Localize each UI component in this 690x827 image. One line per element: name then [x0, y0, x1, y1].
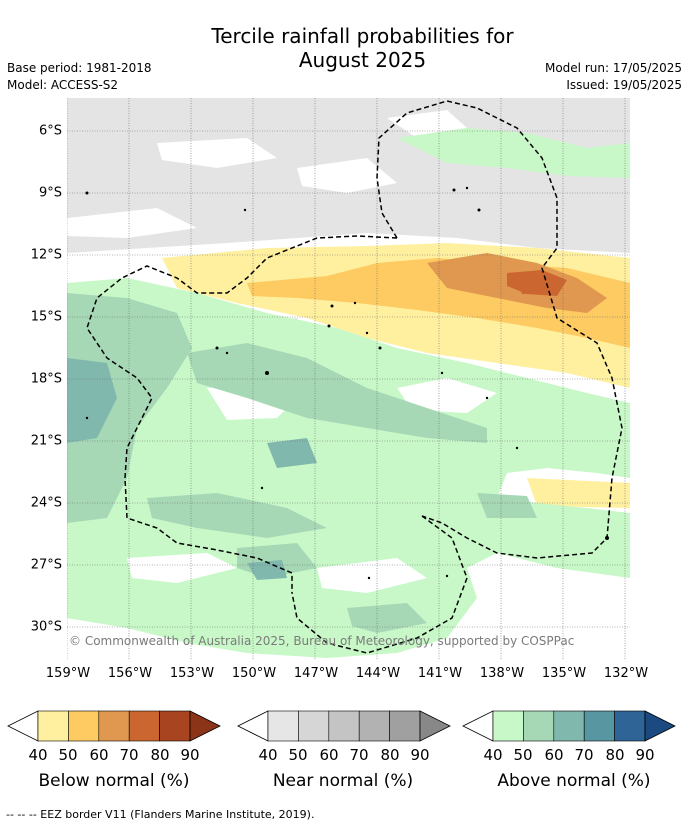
- near-tick-70: 70: [349, 746, 369, 764]
- colorbar-1-segment-3: [358, 710, 390, 742]
- colorbar-0-segment-1: [68, 710, 100, 742]
- colorbar-0-segment-2: [98, 710, 130, 742]
- near-tick-50: 50: [288, 746, 308, 764]
- colorbar-1-segment-2: [328, 710, 360, 742]
- colorbar-1-over-arrow: [419, 710, 451, 742]
- lat-label-18s: 18°S: [30, 371, 62, 387]
- colorbar-1-segment-1: [298, 710, 330, 742]
- above-tick-60: 60: [544, 746, 564, 764]
- above-tick-90: 90: [635, 746, 655, 764]
- lat-label-6s: 6°S: [38, 123, 62, 139]
- colorbar-2-over-arrow: [644, 710, 676, 742]
- lon-label-159w: 159°W: [45, 666, 91, 681]
- colorbar-1-segment-0: [267, 710, 299, 742]
- lat-label-12s: 12°S: [30, 247, 62, 263]
- lat-label-21s: 21°S: [30, 433, 62, 449]
- above-normal-label: Above normal (%): [497, 771, 651, 791]
- below-tick-90: 90: [180, 746, 200, 764]
- colorbar-2-segment-1: [523, 710, 555, 742]
- base-period-info: Base period: 1981-2018 Model: ACCESS-S2: [7, 60, 152, 94]
- map-title: Tercile rainfall probabilities for Augus…: [0, 24, 690, 72]
- model-run: Model run: 17/05/2025: [544, 61, 682, 75]
- colorbar-near-normal: [237, 710, 451, 742]
- near-tick-90: 90: [410, 746, 430, 764]
- colorbar-2-under-arrow: [462, 710, 494, 742]
- lon-label-144w: 144°W: [355, 666, 401, 681]
- lon-label-135w: 135°W: [541, 666, 587, 681]
- near-tick-60: 60: [319, 746, 339, 764]
- below-normal-label: Below normal (%): [38, 771, 190, 791]
- lon-label-141w: 141°W: [417, 666, 463, 681]
- issued-date: Issued: 19/05/2025: [566, 78, 682, 92]
- colorbar-0-segment-4: [159, 710, 191, 742]
- lon-label-156w: 156°W: [107, 666, 153, 681]
- colorbar-1-under-arrow: [237, 710, 269, 742]
- colorbar-0-segment-3: [128, 710, 160, 742]
- base-period: Base period: 1981-2018: [7, 61, 152, 75]
- title-line-2: August 2025: [298, 48, 427, 72]
- model-run-info: Model run: 17/05/2025 Issued: 19/05/2025: [545, 60, 682, 94]
- colorbar-2-segment-4: [614, 710, 646, 742]
- colorbar-2-segment-3: [583, 710, 615, 742]
- below-tick-60: 60: [89, 746, 109, 764]
- rainfall-probability-map: [67, 98, 630, 660]
- above-tick-70: 70: [574, 746, 594, 764]
- lat-label-15s: 15°S: [30, 309, 62, 325]
- above-normal-region: [67, 128, 630, 658]
- colorbars: [7, 710, 676, 742]
- colorbar-below-normal: [7, 710, 221, 742]
- above-tick-80: 80: [605, 746, 625, 764]
- lon-label-150w: 150°W: [231, 666, 277, 681]
- eez-footnote: -- -- -- EEZ border V11 (Flanders Marine…: [6, 808, 315, 821]
- lat-label-27s: 27°S: [30, 557, 62, 573]
- lon-label-138w: 138°W: [479, 666, 525, 681]
- below-tick-40: 40: [28, 746, 48, 764]
- lat-label-24s: 24°S: [30, 495, 62, 511]
- colorbar-above-normal: [462, 710, 676, 742]
- lat-label-9s: 9°S: [38, 185, 62, 201]
- above-tick-50: 50: [513, 746, 533, 764]
- islands: [85, 186, 609, 580]
- near-tick-80: 80: [380, 746, 400, 764]
- near-tick-40: 40: [258, 746, 278, 764]
- colorbar-0-under-arrow: [7, 710, 39, 742]
- below-tick-80: 80: [150, 746, 170, 764]
- copyright-notice: © Commonwealth of Australia 2025, Bureau…: [69, 634, 575, 648]
- below-tick-50: 50: [58, 746, 78, 764]
- colorbar-0-over-arrow: [189, 710, 221, 742]
- graticule: [67, 98, 630, 660]
- colorbar-0-segment-0: [37, 710, 69, 742]
- above-tick-40: 40: [483, 746, 503, 764]
- lon-label-132w: 132°W: [603, 666, 649, 681]
- title-line-1: Tercile rainfall probabilities for: [211, 24, 514, 48]
- lon-label-147w: 147°W: [293, 666, 339, 681]
- map-canvas: [67, 98, 630, 660]
- below-tick-70: 70: [119, 746, 139, 764]
- colorbar-1-segment-4: [389, 710, 421, 742]
- model-name: Model: ACCESS-S2: [7, 78, 119, 92]
- lat-label-30s: 30°S: [30, 619, 62, 635]
- colorbar-2-segment-2: [553, 710, 585, 742]
- colorbar-2-segment-0: [492, 710, 524, 742]
- near-normal-label: Near normal (%): [272, 771, 414, 791]
- lon-label-153w: 153°W: [169, 666, 215, 681]
- eez-borders: [86, 100, 623, 654]
